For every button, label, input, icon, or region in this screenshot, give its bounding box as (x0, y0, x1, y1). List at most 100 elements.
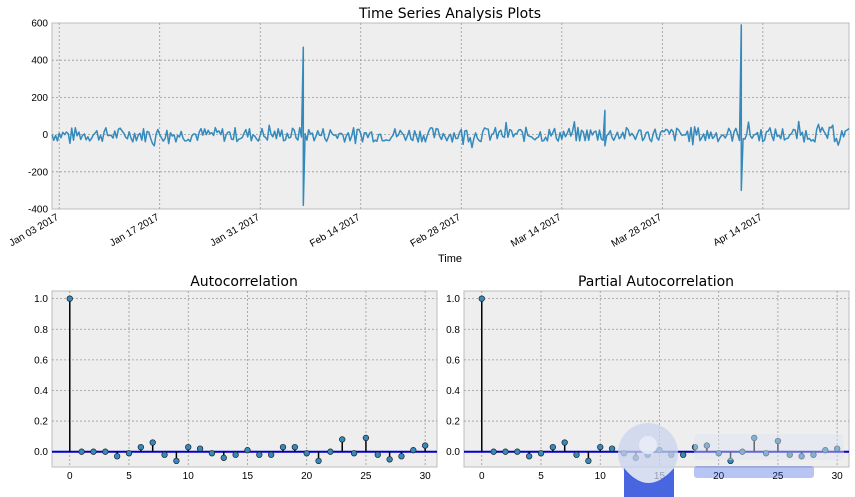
ts-x-axis-label: Time (438, 253, 462, 265)
pacf-stem-marker (537, 450, 545, 457)
pacf-stem-marker (597, 443, 604, 451)
acf-stem-marker (410, 447, 417, 454)
acf-stem-marker (244, 447, 251, 454)
pacf-stem-marker (834, 445, 841, 452)
pacf-x-tick-label: 0 (479, 471, 485, 482)
ts-x-ticks: Jan 03 2017 Jan 17 2017 Jan 31 2017 Feb 14 … (7, 212, 764, 250)
pacf-x-tick-label: 10 (595, 471, 607, 482)
pacf-x-tick-label: 20 (713, 471, 725, 482)
ts-title: Time Series Analysis Plots (358, 6, 541, 22)
pacf-stem-marker (727, 457, 734, 465)
pacf-stem-marker (549, 443, 556, 451)
acf-stem-marker (327, 448, 334, 455)
pacf-x-tick-label: 5 (538, 471, 544, 482)
pacf-stem-marker (703, 442, 710, 449)
pacf-y-tick-label: 0.4 (446, 386, 460, 397)
acf-stem-marker (315, 457, 322, 465)
pacf-stem-marker (490, 448, 497, 455)
acf-x-tick-label: 15 (242, 471, 254, 482)
pacf-stem-marker (810, 451, 817, 458)
pacf-stem-marker (751, 434, 758, 442)
acf-stems (52, 295, 437, 465)
acf-stem-marker (398, 453, 405, 460)
acf-y-ticks: 0.0 0.2 0.4 0.6 0.8 1.0 (34, 294, 48, 458)
ts-series-line (51, 24, 850, 207)
pacf-stem-marker (715, 450, 722, 457)
acf-x-tick-label: 0 (67, 471, 73, 482)
pacf-y-tick-label: 0.8 (446, 325, 460, 336)
ts-x-tick-label: Apr 14 2017 (712, 212, 765, 249)
acf-panel: 0.0 0.2 0.4 0.6 0.8 1.0 0 5 10 15 20 25 30 Autocorr… (34, 274, 438, 482)
acf-stem-marker (102, 448, 109, 455)
ts-plot-area (51, 22, 850, 210)
acf-stem-marker (386, 456, 393, 463)
pacf-stem-marker (514, 448, 521, 455)
ts-x-tick-label: Feb 28 2017 (409, 212, 464, 250)
acf-stem-marker (362, 434, 370, 442)
ts-y-tick-label: 200 (31, 93, 48, 104)
acf-x-tick-label: 30 (420, 471, 432, 482)
pacf-stem-marker (762, 450, 770, 457)
acf-stem-marker (232, 451, 239, 458)
ts-x-tick-label: Jan 17 2017 (108, 212, 162, 249)
ts-x-tick-label: Feb 14 2017 (308, 212, 363, 250)
acf-stem-marker (303, 450, 310, 457)
acf-stem-marker (208, 450, 216, 457)
acf-y-tick-label: 0.0 (34, 447, 48, 458)
acf-stem-marker (137, 443, 144, 451)
acf-stem-marker (185, 443, 192, 451)
pacf-stem-marker (526, 453, 533, 460)
acf-stem-marker (125, 450, 133, 457)
ts-y-tick-label: 600 (31, 19, 48, 30)
ts-x-tick-label: Jan 31 2017 (209, 212, 263, 249)
acf-stem-marker (90, 448, 97, 455)
acf-x-tick-label: 5 (126, 471, 132, 482)
acf-stem-marker (291, 443, 298, 451)
acf-stem-marker (161, 451, 168, 458)
pacf-stem-marker (608, 445, 616, 452)
pacf-stem-marker (691, 443, 699, 451)
ts-x-tick-label: Mar 28 2017 (610, 212, 665, 250)
pacf-stem-marker (680, 451, 687, 458)
acf-x-tick-label: 25 (360, 471, 372, 482)
acf-y-tick-label: 0.8 (34, 325, 48, 336)
ts-y-tick-label: -400 (28, 205, 48, 216)
watermark-logo (618, 423, 844, 497)
acf-stem-marker (422, 442, 429, 449)
pacf-stem-marker (478, 295, 485, 302)
pacf-x-tick-label: 30 (832, 471, 844, 482)
pacf-stem-marker (561, 439, 568, 446)
acf-plot-area (51, 290, 438, 468)
pacf-stem-marker (739, 448, 746, 455)
pacf-stem-marker (573, 451, 580, 458)
acf-stem-marker (173, 457, 180, 465)
pacf-y-tick-label: 0.0 (446, 447, 460, 458)
acf-stem-marker (374, 451, 381, 458)
acf-stem-marker (78, 448, 85, 455)
acf-stem-marker (66, 295, 73, 302)
pacf-y-tick-label: 0.2 (446, 417, 460, 428)
time-series-panel: -400 -200 0 200 400 600 Jan 03 2017 Jan 17 201… (7, 6, 850, 265)
acf-stem-marker (114, 453, 121, 460)
acf-stem-marker (339, 436, 346, 443)
acf-title: Autocorrelation (190, 274, 298, 290)
pacf-x-tick-label: 25 (772, 471, 784, 482)
acf-y-tick-label: 0.2 (34, 417, 48, 428)
pacf-y-ticks: 0.0 0.2 0.4 0.6 0.8 1.0 (446, 294, 460, 458)
ts-y-tick-label: 0 (42, 130, 48, 141)
ts-y-ticks: -400 -200 0 200 400 600 (28, 19, 48, 216)
pacf-stem-marker (502, 448, 509, 455)
pacf-stem-marker (786, 451, 793, 458)
pacf-title: Partial Autocorrelation (578, 274, 734, 290)
ts-x-tick-label: Mar 14 2017 (509, 212, 564, 250)
pacf-y-tick-label: 1.0 (446, 294, 460, 305)
ts-y-tick-label: -200 (28, 167, 48, 178)
acf-stem-marker (149, 439, 156, 446)
acf-y-tick-label: 0.6 (34, 355, 48, 366)
watermark-wave-icon (624, 468, 674, 497)
ts-y-tick-label: 400 (31, 56, 48, 67)
acf-x-ticks: 0 5 10 15 20 25 30 (67, 471, 431, 482)
acf-stem-marker (256, 451, 263, 458)
acf-y-tick-label: 0.4 (34, 386, 48, 397)
acf-x-tick-label: 20 (301, 471, 313, 482)
